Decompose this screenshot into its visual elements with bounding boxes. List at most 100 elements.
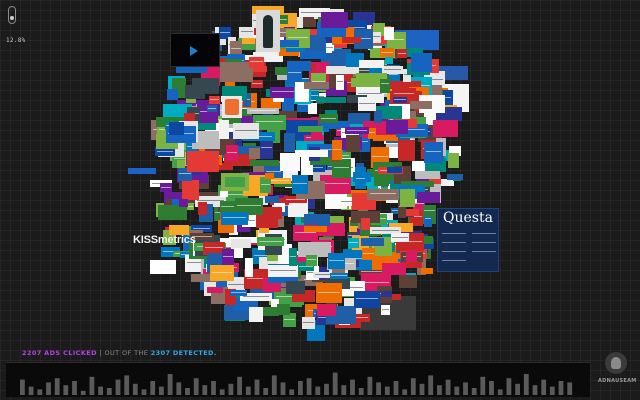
timeline-bar[interactable] — [211, 381, 216, 395]
timeline-bar[interactable] — [350, 379, 355, 395]
ad-tile[interactable] — [361, 218, 370, 230]
ad-tile[interactable] — [301, 163, 325, 172]
timeline-bar[interactable] — [193, 378, 199, 395]
ad-tile[interactable] — [230, 290, 247, 296]
ad-tile[interactable] — [198, 202, 207, 215]
timeline-bar[interactable] — [341, 385, 347, 395]
timeline-bar[interactable] — [37, 389, 43, 395]
ad-tile[interactable] — [225, 289, 236, 305]
ad-tile[interactable] — [376, 106, 402, 119]
ad-tile[interactable] — [283, 313, 296, 327]
ad-tile[interactable] — [412, 161, 434, 171]
ad-tile[interactable] — [207, 192, 224, 198]
ad-tile[interactable] — [384, 27, 394, 40]
ad-tile[interactable] — [417, 192, 440, 203]
timeline-bar[interactable] — [132, 383, 138, 395]
ad-tile[interactable] — [448, 153, 459, 168]
timeline-bar[interactable] — [489, 381, 494, 395]
ad-tile[interactable] — [271, 299, 279, 307]
ad-tile[interactable] — [298, 262, 314, 271]
ad-tile[interactable] — [261, 98, 281, 109]
ad-tile[interactable] — [247, 108, 279, 114]
ad-tile[interactable] — [316, 97, 346, 103]
ad-tile[interactable] — [399, 275, 417, 288]
ad-tile[interactable] — [371, 32, 381, 43]
timeline-bar[interactable] — [558, 381, 564, 395]
ad-tile[interactable] — [251, 307, 279, 316]
ad-tile[interactable] — [398, 140, 415, 161]
ad-tile[interactable] — [373, 135, 398, 141]
ad-tile[interactable] — [220, 191, 228, 197]
ad-tile[interactable] — [192, 131, 220, 149]
ad-tile[interactable] — [386, 120, 408, 134]
timeline-bar[interactable] — [410, 378, 416, 395]
ad-tile[interactable] — [330, 273, 348, 279]
ad-tile[interactable] — [182, 180, 199, 200]
ad-tile[interactable] — [253, 52, 283, 62]
ad-tile[interactable] — [169, 122, 184, 135]
ad-tile[interactable] — [370, 227, 401, 234]
ad-tile[interactable] — [210, 265, 234, 281]
ad-tile[interactable] — [358, 97, 376, 111]
ad-questa[interactable]: Questa — [437, 208, 499, 272]
ad-tile[interactable] — [203, 242, 225, 255]
ad-tile[interactable] — [381, 291, 392, 297]
timeline-bar[interactable] — [506, 378, 512, 395]
ad-tile[interactable] — [279, 111, 297, 119]
ad-tile[interactable] — [397, 49, 407, 58]
ad-tile[interactable] — [226, 145, 238, 161]
timeline-bar[interactable] — [159, 386, 164, 395]
timeline-bar[interactable] — [541, 379, 547, 395]
timeline-bar[interactable] — [202, 385, 208, 395]
ad-tile[interactable] — [400, 189, 415, 207]
ad-tile[interactable] — [380, 76, 390, 93]
ad-tile[interactable] — [253, 115, 286, 130]
timeline-bar[interactable] — [419, 383, 425, 395]
ad-tile[interactable] — [287, 61, 311, 71]
ad-person-banner[interactable] — [256, 10, 280, 52]
timeline-bar[interactable] — [54, 378, 60, 395]
ad-tile[interactable] — [286, 281, 305, 294]
ad-tile[interactable] — [340, 121, 368, 130]
ad-tile[interactable] — [231, 239, 251, 248]
ad-tile[interactable] — [382, 263, 406, 275]
timeline-bar[interactable] — [480, 376, 486, 395]
ad-tile[interactable] — [332, 140, 342, 160]
ad-tile[interactable] — [282, 101, 294, 114]
ad-tile[interactable] — [359, 269, 385, 275]
ad-tile[interactable] — [411, 53, 432, 72]
ad-tile[interactable] — [245, 258, 253, 277]
ad-tile[interactable] — [161, 247, 180, 257]
ad-tile[interactable] — [391, 233, 409, 242]
ad-tile[interactable] — [243, 93, 251, 107]
timeline-bar[interactable] — [254, 379, 260, 395]
ad-tile[interactable] — [219, 120, 229, 139]
ad-tile[interactable] — [374, 110, 382, 123]
ad-tile[interactable] — [222, 249, 234, 265]
ad-tile[interactable] — [179, 199, 188, 207]
ad-tile[interactable] — [260, 177, 271, 193]
ad-kissmetrics-logo[interactable]: KISSmetrics — [133, 234, 196, 246]
timeline-bar[interactable] — [549, 386, 555, 395]
ad-tile[interactable] — [128, 168, 156, 174]
ad-tile[interactable] — [260, 138, 273, 159]
timeline-bar[interactable] — [28, 386, 34, 395]
ad-tile[interactable] — [313, 272, 336, 278]
ad-tile[interactable] — [368, 128, 376, 139]
ad-tile[interactable] — [380, 48, 394, 57]
timeline-bar[interactable] — [298, 381, 303, 395]
ad-tile[interactable] — [311, 127, 322, 140]
ad-tile[interactable] — [424, 142, 443, 163]
ad-tile[interactable] — [207, 105, 217, 112]
ad-tile[interactable] — [395, 30, 439, 50]
timeline-bar[interactable] — [315, 386, 321, 395]
timeline[interactable] — [6, 362, 590, 397]
ad-tile[interactable] — [172, 199, 184, 205]
ad-tile[interactable] — [240, 293, 272, 301]
ad-tile[interactable] — [319, 121, 350, 129]
timeline-bar[interactable] — [306, 378, 312, 395]
timeline-bar[interactable] — [20, 379, 25, 395]
ad-tile[interactable] — [221, 212, 248, 225]
timeline-bar[interactable] — [437, 385, 442, 395]
ad-percent-banner[interactable] — [222, 96, 242, 118]
